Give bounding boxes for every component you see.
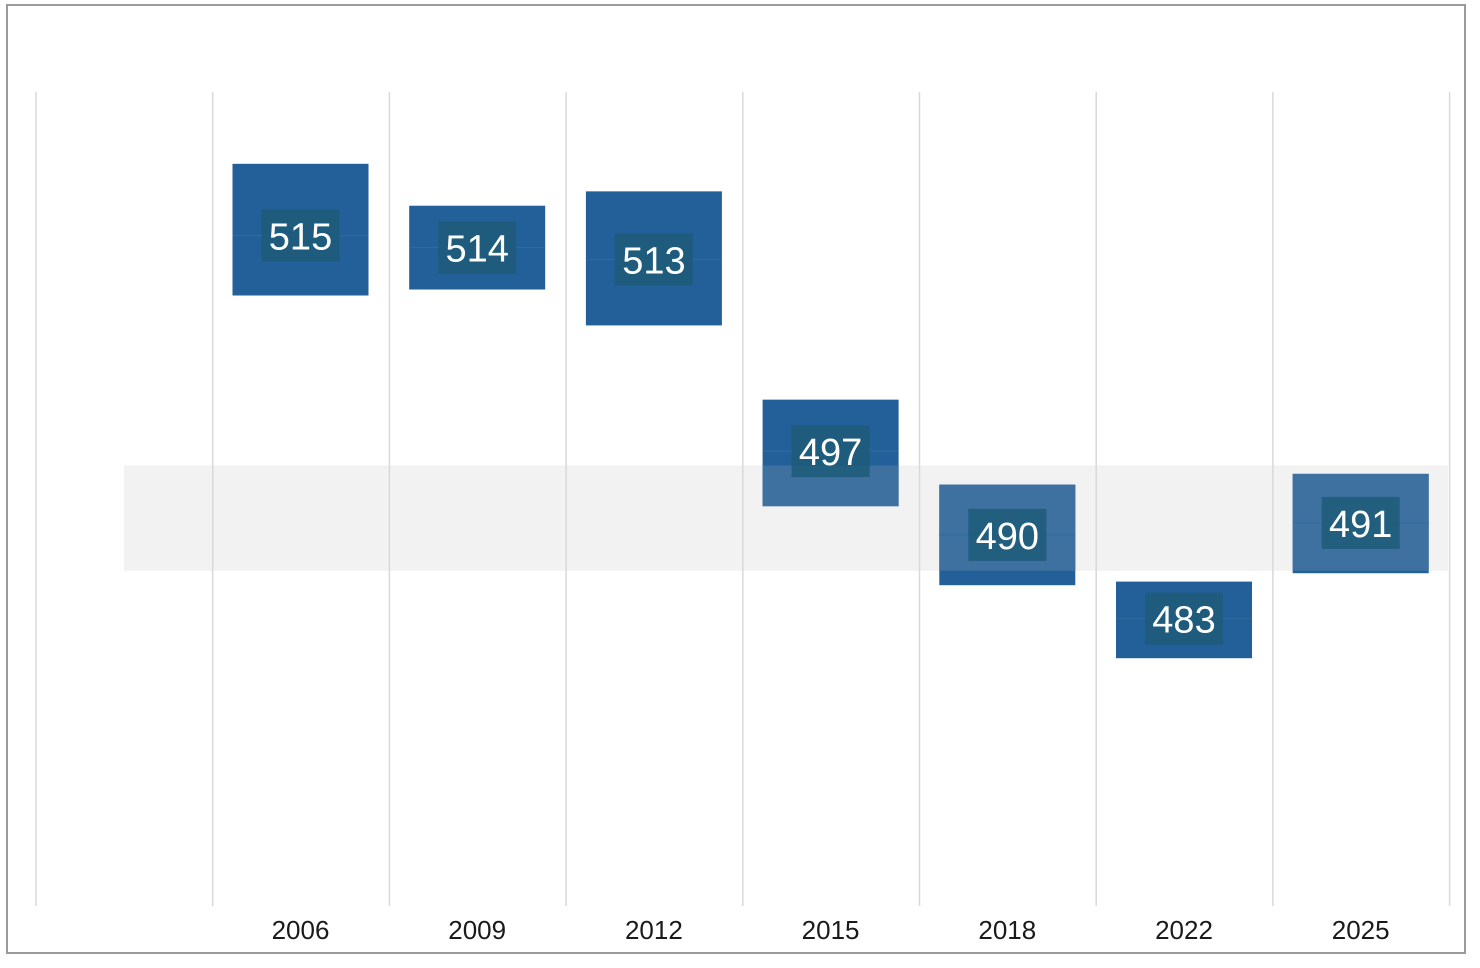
value-label-2018: 490 — [968, 508, 1047, 561]
x-tick-label: 2015 — [802, 915, 860, 945]
x-tick-label: 2009 — [448, 915, 506, 945]
value-label-2006: 515 — [261, 209, 340, 262]
x-tick-label: 2018 — [978, 915, 1036, 945]
x-tick-label: 2006 — [272, 915, 330, 945]
x-tick-label: 2022 — [1155, 915, 1213, 945]
value-label-2025: 491 — [1321, 496, 1400, 549]
value-label-bg — [1321, 496, 1400, 549]
x-tick-label: 2025 — [1332, 915, 1390, 945]
value-label-text: 490 — [976, 516, 1039, 558]
value-label-bg — [1145, 592, 1223, 645]
chart-frame: 515 514 513 497 490 483 491 2006 2009 2012 2015 20… — [6, 4, 1466, 954]
value-label-text: 497 — [799, 432, 862, 474]
box-plot-chart: 515 514 513 497 490 483 491 2006 2009 2012 2015 20… — [35, 92, 1451, 945]
value-label-bg — [438, 221, 517, 274]
value-label-bg — [614, 233, 693, 286]
value-label-text: 513 — [622, 241, 685, 283]
value-label-bg — [791, 425, 870, 478]
value-label-bg — [261, 209, 340, 262]
value-label-bg — [968, 508, 1047, 561]
value-label-text: 514 — [445, 229, 508, 271]
value-label-2012: 513 — [614, 233, 693, 286]
value-label-2009: 514 — [438, 221, 517, 274]
value-label-text: 515 — [269, 217, 332, 259]
value-label-2022: 483 — [1145, 592, 1223, 645]
value-label-2015: 497 — [791, 425, 870, 478]
box-2015 — [762, 399, 899, 507]
value-label-text: 483 — [1152, 600, 1215, 642]
value-label-text: 491 — [1329, 504, 1392, 546]
x-tick-label: 2012 — [625, 915, 683, 945]
